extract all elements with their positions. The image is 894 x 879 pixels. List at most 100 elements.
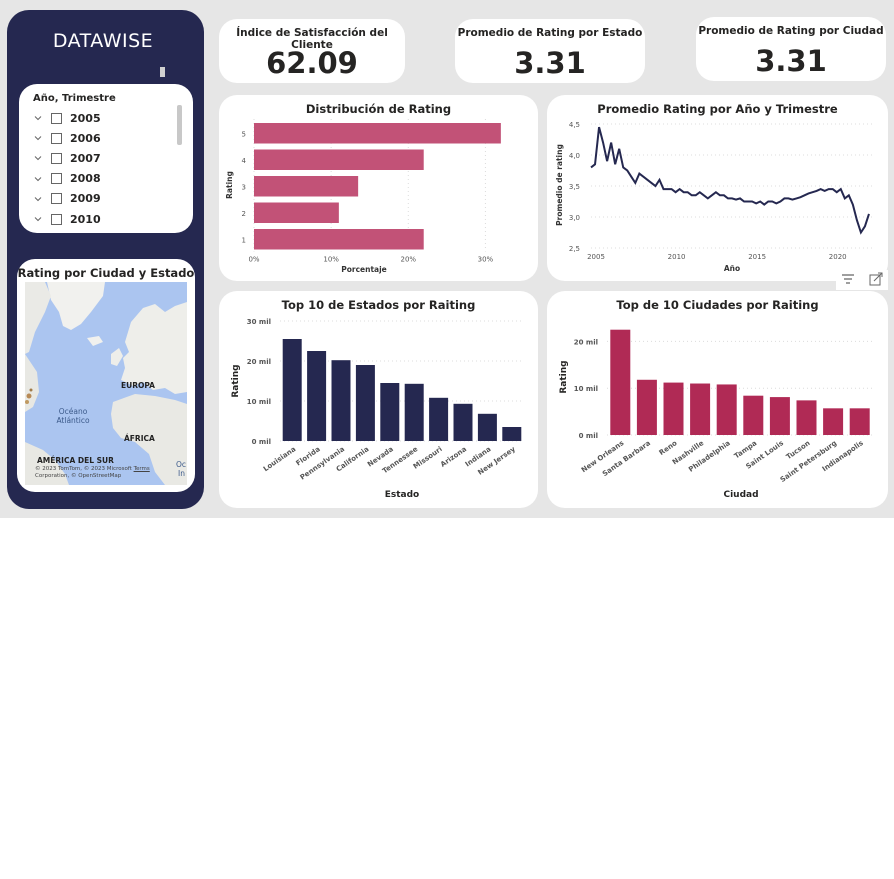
- bar: [502, 427, 522, 441]
- checkbox[interactable]: [51, 173, 62, 185]
- kpi-value: 3.31: [514, 46, 586, 80]
- y-tick-label: 10 mil: [574, 385, 598, 393]
- y-tick-label: 4,0: [569, 152, 580, 160]
- chevron-down-icon[interactable]: [33, 194, 43, 204]
- y-tick-label: 10 mil: [247, 398, 271, 406]
- y-axis-title: Promedio de rating: [555, 144, 564, 226]
- kpi-title: Índice de Satisfacción del Cliente: [236, 27, 388, 51]
- y-tick-label: 0 mil: [579, 432, 598, 440]
- focus-mode-icon[interactable]: [869, 272, 883, 286]
- x-tick-label: 20%: [401, 256, 417, 264]
- year-quarter-slicer: Año, Trimestre 2005 2006 2007 2008 2009: [19, 84, 193, 233]
- y-tick-label: 20 mil: [247, 358, 271, 366]
- bar: [823, 408, 844, 435]
- rating-distribution-svg: 0% 10% 20% 30% 5 4 3 2 1 Porcentaje Rating: [225, 119, 501, 274]
- x-axis-title: Estado: [385, 490, 420, 500]
- slicer-item-label: 2009: [70, 192, 101, 206]
- map-copyright: © 2023 TomTom, © 2023 Microsoft Terms Co…: [35, 466, 150, 480]
- bar: [380, 383, 400, 441]
- rating-trend-chart: Promedio Rating por Año y Trimestre 4,5 4…: [547, 95, 888, 281]
- x-tick-label: Reno: [658, 439, 679, 457]
- bar: [355, 365, 375, 441]
- bar: [796, 400, 817, 435]
- chevron-down-icon[interactable]: [33, 133, 43, 143]
- y-tick-label: 2: [242, 210, 246, 218]
- slicer-item-label: 2007: [70, 151, 101, 165]
- x-axis-title: Año: [724, 264, 740, 273]
- slicer-item-label: 2005: [70, 111, 101, 125]
- bar: [331, 360, 351, 441]
- kpi-satisfaction: Índice de Satisfacción del Cliente 62.09: [219, 19, 405, 83]
- y-tick-label: 30 mil: [247, 318, 271, 326]
- bar: [429, 397, 449, 441]
- kpi-rating-city: Promedio de Rating por Ciudad 3.31: [696, 17, 886, 81]
- slicer-item-2007[interactable]: 2007: [33, 148, 101, 168]
- ocean-line-2: Atlántico: [56, 416, 90, 425]
- x-tick-label: 10%: [323, 256, 339, 264]
- slicer-item-label: 2010: [70, 212, 101, 226]
- slicer-item-2010[interactable]: 2010: [33, 209, 101, 229]
- x-axis-title: Porcentaje: [341, 265, 387, 274]
- slicer-item-2008[interactable]: 2008: [33, 169, 101, 189]
- copyright-line-2: Corporation, © OpenStreetMap: [35, 473, 122, 479]
- bar: [254, 123, 501, 144]
- visual-header-icons: [836, 270, 888, 290]
- checkbox[interactable]: [51, 132, 62, 144]
- x-tick-label: 2010: [668, 253, 686, 261]
- bar: [849, 408, 870, 435]
- chevron-down-icon[interactable]: [33, 214, 43, 224]
- map-label-edge-1: Oc: [176, 460, 187, 469]
- bar: [690, 383, 711, 435]
- bar: [769, 397, 790, 435]
- slicer-item-2006[interactable]: 2006: [33, 128, 101, 148]
- chart-title: Distribución de Rating: [305, 102, 452, 116]
- checkbox[interactable]: [51, 193, 62, 205]
- kpi-rating-state: Promedio de Rating por Estado 3.31: [455, 19, 645, 83]
- slicer-item-label: 2006: [70, 131, 101, 145]
- bar: [477, 413, 497, 441]
- map-view[interactable]: EUROPA ÁFRICA AMÉRICA DEL SUR Océano Atl…: [25, 282, 187, 485]
- map-label-africa: ÁFRICA: [124, 434, 155, 443]
- map-label-south-america: AMÉRICA DEL SUR: [37, 456, 114, 465]
- checkbox[interactable]: [51, 213, 62, 225]
- map-label-edge-2: In: [178, 469, 185, 478]
- y-tick-label: 3,0: [569, 214, 580, 222]
- bar: [254, 229, 424, 250]
- checkbox[interactable]: [51, 112, 62, 124]
- y-tick-label: 3: [242, 183, 246, 191]
- x-tick-label: 0%: [248, 256, 259, 264]
- x-axis-title: Ciudad: [723, 490, 758, 500]
- kpi-value: 62.09: [266, 46, 358, 80]
- top-states-chart: Top 10 de Estados por Raiting 0 mil 10 mi…: [219, 291, 538, 508]
- map-card: Rating por Ciudad y Estado EUROPA ÁFRICA…: [17, 259, 195, 492]
- bar: [307, 351, 327, 441]
- ocean-line-1: Océano: [58, 407, 88, 416]
- bar: [743, 395, 764, 435]
- y-tick-label: 0 mil: [252, 438, 271, 446]
- map-label-ocean: Océano Atlántico: [53, 407, 93, 425]
- bar: [254, 176, 359, 197]
- chevron-down-icon[interactable]: [33, 153, 43, 163]
- chevron-down-icon[interactable]: [33, 113, 43, 123]
- map-title: Rating por Ciudad y Estado: [17, 266, 195, 280]
- slicer-scrollbar[interactable]: [177, 105, 182, 145]
- series-line: [590, 126, 870, 235]
- y-tick-label: 20 mil: [574, 338, 598, 346]
- x-tick-label: 2015: [748, 253, 766, 261]
- checkbox[interactable]: [51, 152, 62, 164]
- y-axis-title: Rating: [559, 360, 569, 393]
- y-axis-title: Rating: [231, 364, 241, 397]
- terms-link[interactable]: Terms: [133, 466, 150, 472]
- slicer-item-2009[interactable]: 2009: [33, 189, 101, 209]
- kpi-title: Promedio de Rating por Estado: [457, 27, 643, 39]
- slicer-title: Año, Trimestre: [33, 93, 116, 104]
- bar: [254, 202, 339, 223]
- bar: [610, 329, 631, 435]
- slicer-list: 2005 2006 2007 2008 2009 2010: [33, 108, 101, 229]
- chart-title: Promedio Rating por Año y Trimestre: [597, 102, 838, 116]
- slicer-item-2005[interactable]: 2005: [33, 108, 101, 128]
- y-tick-label: 4,5: [569, 121, 580, 129]
- chevron-down-icon[interactable]: [33, 174, 43, 184]
- filter-icon[interactable]: [842, 274, 854, 284]
